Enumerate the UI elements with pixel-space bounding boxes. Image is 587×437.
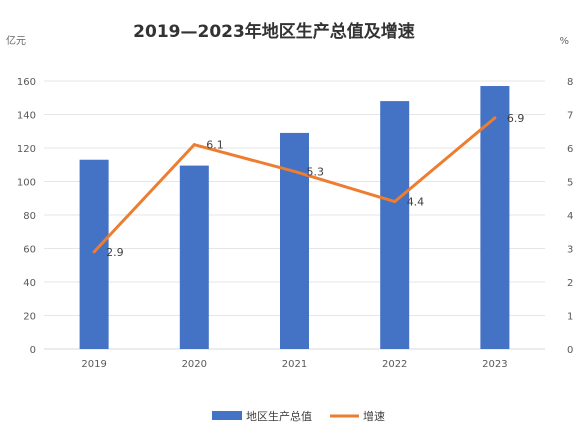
right-axis-tick-label: 8 (567, 77, 573, 88)
right-axis-tick-label: 1 (567, 312, 573, 323)
chart-title: 2019—2023年地区生产总值及增速 (133, 21, 415, 42)
right-axis-tick-label: 5 (567, 178, 573, 189)
bar (280, 132, 309, 349)
left-axis-unit: 亿元 (6, 34, 26, 47)
right-axis-tick-label: 2 (567, 278, 573, 289)
left-axis-tick-label: 140 (17, 111, 36, 122)
right-axis-unit: % (559, 36, 569, 47)
bar-series (79, 86, 510, 350)
right-axis-tick-label: 4 (567, 211, 573, 222)
x-axis-tick-label: 2019 (81, 359, 106, 370)
x-axis-tick-label: 2021 (282, 359, 307, 370)
right-axis-tick-label: 3 (567, 245, 573, 256)
legend: 地区生产总值 增速 (212, 409, 385, 423)
left-axis-tick-label: 160 (17, 77, 36, 88)
line-data-label: 6.9 (507, 112, 525, 125)
legend-line-label: 增速 (363, 409, 385, 423)
legend-bar-swatch (212, 411, 242, 420)
bar (480, 86, 510, 350)
left-axis-tick-label: 0 (30, 345, 36, 356)
line-data-label: 5.3 (307, 165, 325, 178)
line-series: 2.9 6.1 5.3 4.4 6.9 (92, 112, 525, 259)
bar (380, 101, 410, 349)
right-axis-tick-label: 7 (567, 111, 573, 122)
bar (79, 159, 109, 349)
axis-ticks: 0 20 40 60 80 100 120 140 160 0 1 2 3 4 5 6 7 8 2019 2020 20… (17, 77, 573, 370)
right-axis-tick-label: 0 (567, 345, 573, 356)
x-axis-tick-label: 2020 (182, 359, 207, 370)
left-axis-tick-label: 100 (17, 178, 36, 189)
line-point (393, 200, 397, 204)
bar (179, 165, 209, 349)
line-data-label: 4.4 (407, 196, 425, 209)
left-axis-tick-label: 80 (23, 211, 36, 222)
left-axis-tick-label: 20 (23, 312, 36, 323)
line-point (92, 250, 96, 254)
line-point (293, 169, 296, 173)
right-axis-tick-label: 6 (567, 144, 573, 155)
line-data-label: 2.9 (106, 246, 124, 259)
line-point (493, 116, 497, 120)
left-axis-tick-label: 60 (23, 245, 36, 256)
legend-bar-label: 地区生产总值 (246, 409, 312, 423)
x-axis-tick-label: 2023 (482, 359, 507, 370)
line-point (192, 143, 196, 147)
left-axis-tick-label: 120 (17, 144, 36, 155)
x-axis-tick-label: 2022 (382, 359, 407, 370)
left-axis-tick-label: 40 (23, 278, 36, 289)
line-data-label: 6.1 (206, 139, 224, 152)
